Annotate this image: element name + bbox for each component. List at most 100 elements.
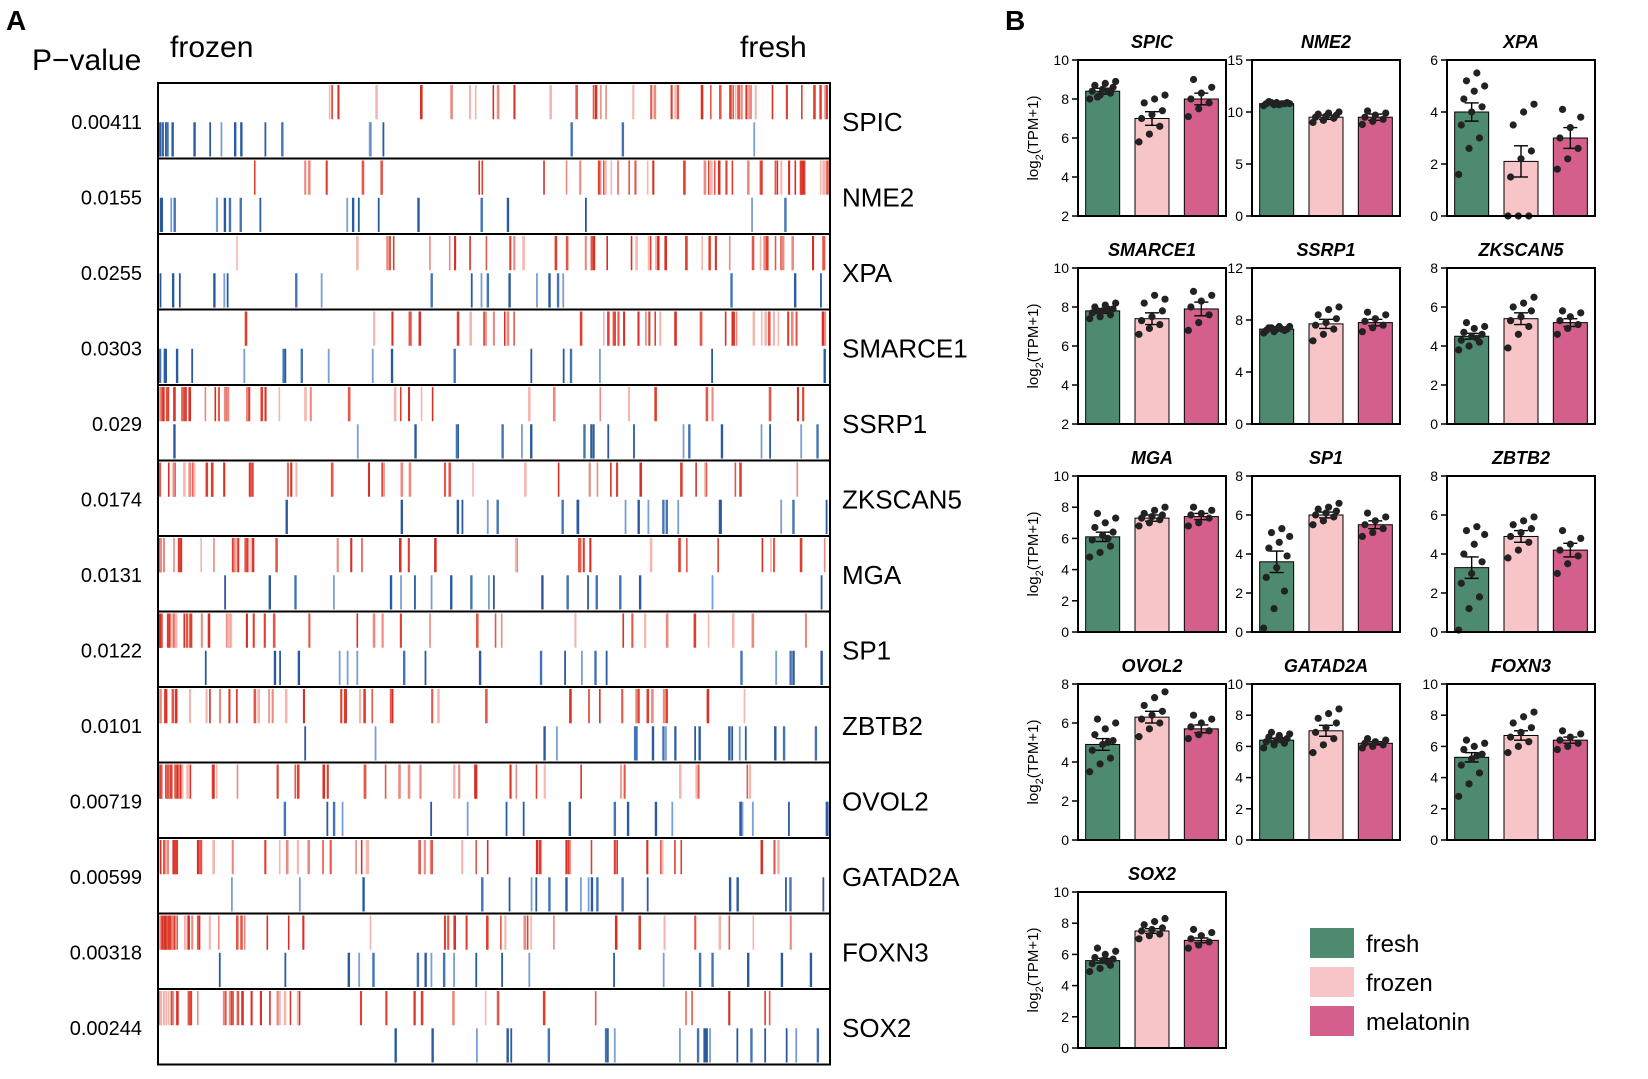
bar-panel-title: FOXN3: [1491, 656, 1551, 676]
y-tick-label: 4: [1061, 562, 1069, 578]
plot-frame: [1446, 683, 1596, 841]
y-tick-label: 6: [1430, 299, 1438, 315]
data-point: [1460, 745, 1468, 754]
data-point: [1104, 534, 1112, 543]
y-tick-label: 4: [1430, 546, 1438, 562]
data-point: [1112, 299, 1120, 307]
y-tick-label: 2: [1235, 801, 1243, 817]
y-axis-label-main: log: [1025, 368, 1042, 388]
pvalue-label: 0.0131: [81, 565, 142, 587]
data-point: [1509, 303, 1517, 311]
pvalue-header: P−value: [32, 44, 141, 77]
data-point: [1096, 548, 1104, 557]
barcode-row-smarce1: 0.0303 SMARCE1: [81, 308, 968, 386]
y-axis-label: log2(TPM+1): [1025, 304, 1046, 389]
data-point: [1189, 503, 1198, 511]
data-point: [1197, 932, 1205, 940]
data-point: [1151, 506, 1159, 514]
data-point: [1312, 511, 1320, 519]
data-point: [1335, 303, 1343, 311]
y-tick-label: 2: [1430, 585, 1438, 601]
data-point: [1363, 308, 1372, 316]
data-point: [1455, 170, 1463, 178]
data-point: [1319, 517, 1327, 525]
data-point: [1371, 315, 1379, 323]
y-tick-label: 0: [1430, 208, 1438, 224]
y-tick-label: 0: [1235, 416, 1243, 432]
bar-melatonin: [1183, 308, 1219, 425]
data-point: [1156, 320, 1164, 329]
y-axis-label-main: log: [1025, 992, 1042, 1012]
data-point: [1556, 736, 1564, 744]
data-point: [1278, 525, 1286, 533]
data-point: [1195, 319, 1203, 327]
y-tick-label: 2: [1430, 156, 1438, 172]
data-point: [1470, 540, 1478, 548]
y-tick-label: 4: [1235, 546, 1243, 562]
legend: fresh frozen melatonin: [1310, 928, 1470, 1036]
data-point: [1470, 87, 1478, 95]
data-point: [1101, 79, 1109, 87]
y-tick-label: 6: [1061, 338, 1069, 354]
data-point: [1566, 124, 1574, 132]
y-axis-label-rest: (TPM+1): [1025, 928, 1042, 987]
data-point: [1322, 319, 1330, 327]
legend-label-frozen: frozen: [1366, 970, 1433, 997]
bar-melatonin: [1357, 322, 1393, 425]
barcode-row-frame: [157, 157, 831, 235]
data-point: [1091, 953, 1099, 962]
y-axis-label-main: log: [1025, 784, 1042, 804]
data-point: [1091, 523, 1099, 532]
data-point: [1525, 322, 1533, 331]
y-tick-label: 10: [1227, 104, 1243, 120]
data-point: [1481, 322, 1489, 331]
data-point: [1140, 921, 1148, 929]
data-point: [1478, 103, 1486, 111]
plot-frame: [1077, 891, 1227, 1049]
barcode-rows: 0.00411 SPIC 0.0155 NME2 0.0255 XPA 0.0303 SMAR…: [70, 82, 968, 1066]
data-point: [1260, 744, 1268, 752]
barcode-row-frame: [157, 988, 831, 1066]
bar-panel-title: SPIC: [1131, 32, 1174, 52]
data-point: [1470, 742, 1478, 751]
data-point: [1507, 317, 1515, 325]
data-point: [1112, 947, 1120, 955]
y-tick-label: 6: [1430, 738, 1438, 754]
data-point: [1473, 752, 1481, 760]
y-tick-label: 4: [1430, 104, 1438, 120]
data-point: [1525, 738, 1533, 746]
data-point: [1309, 749, 1317, 757]
data-point: [1156, 122, 1164, 130]
data-point: [1208, 506, 1216, 514]
data-point: [1184, 944, 1192, 952]
data-point: [1325, 710, 1333, 718]
data-point: [1145, 725, 1153, 733]
barcode-row-foxn3: 0.00318 FOXN3: [70, 912, 929, 990]
data-point: [1468, 108, 1476, 116]
data-point: [1465, 780, 1473, 788]
y-tick-label: 2: [1061, 208, 1069, 224]
data-point: [1267, 324, 1276, 332]
legend-item-fresh: fresh: [1310, 928, 1419, 958]
data-point: [1189, 925, 1198, 934]
barcode-row-spic: 0.00411 SPIC: [71, 82, 903, 160]
y-tick-label: 6: [1430, 52, 1438, 68]
data-point: [1278, 736, 1286, 744]
y-tick-label: 6: [1061, 130, 1069, 146]
data-point: [1195, 941, 1203, 949]
y-tick-label: 6: [1235, 507, 1243, 523]
data-point: [1158, 307, 1166, 315]
data-point: [1148, 512, 1156, 521]
y-tick-label: 2: [1061, 793, 1069, 809]
pvalue-label: 0.00244: [70, 1018, 142, 1040]
barcode-row-frame: [157, 384, 831, 462]
data-point: [1481, 82, 1489, 90]
data-point: [1527, 307, 1535, 315]
data-point: [1558, 527, 1567, 535]
y-tick-label: 6: [1061, 530, 1069, 546]
data-point: [1135, 935, 1143, 943]
data-point: [1478, 330, 1486, 338]
gene-label: FOXN3: [842, 937, 929, 967]
y-tick-label: 6: [1061, 715, 1069, 731]
data-point: [1187, 935, 1195, 943]
